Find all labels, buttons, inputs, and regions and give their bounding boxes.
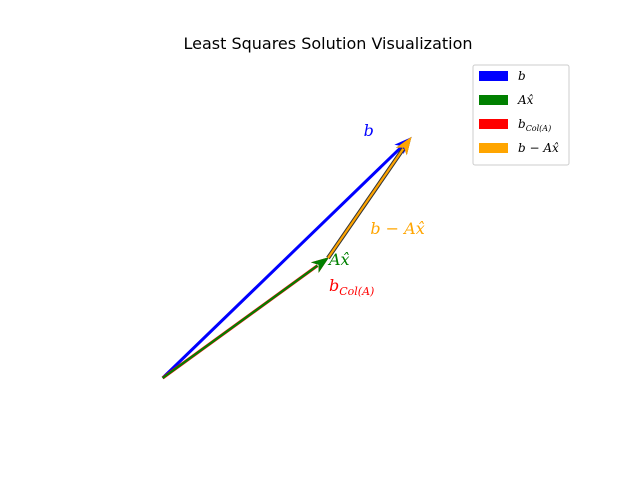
legend-swatch-A_xhat — [479, 95, 508, 105]
vector-residual-head — [395, 136, 412, 156]
vector-b-shaft — [161, 145, 403, 380]
vector-b-colA-label: bCol(A) — [329, 276, 374, 298]
vector-b — [161, 136, 412, 380]
legend-entry-A_xhat: Ax̂ — [479, 93, 534, 107]
vector-residual-label: b − Ax̂ — [370, 219, 424, 238]
legend-swatch-residual — [479, 143, 508, 153]
legend-entry-b: b — [479, 69, 526, 83]
vector-A-xhat-label: Ax̂ — [327, 250, 350, 269]
vector-group — [161, 136, 412, 380]
vector-residual-shaft — [327, 148, 405, 259]
legend-label-A_xhat: Ax̂ — [517, 93, 534, 107]
vector-A_xhat-head — [310, 257, 330, 273]
legend-label-b: b — [518, 69, 526, 83]
legend-swatch-b_colA — [479, 119, 508, 129]
legend-label-residual: b − Ax̂ — [518, 141, 559, 155]
legend-entry-b_colA: bCol(A) — [479, 117, 551, 133]
legend-swatch-b — [479, 71, 508, 81]
vector-A_xhat-shaft — [162, 264, 319, 379]
legend-entry-residual: b − Ax̂ — [479, 141, 559, 155]
vector-residual — [327, 136, 412, 259]
chart-title: Least Squares Solution Visualization — [183, 34, 472, 53]
vector-b-label: b — [364, 121, 374, 140]
vector-label-group: b Ax̂ bCol(A) b − Ax̂ — [327, 121, 425, 298]
legend: b Ax̂ bCol(A) b − Ax̂ — [472, 64, 570, 166]
legend-frame — [472, 64, 570, 166]
vector-A_xhat — [162, 257, 330, 379]
legend-label-b_colA: bCol(A) — [518, 117, 551, 133]
